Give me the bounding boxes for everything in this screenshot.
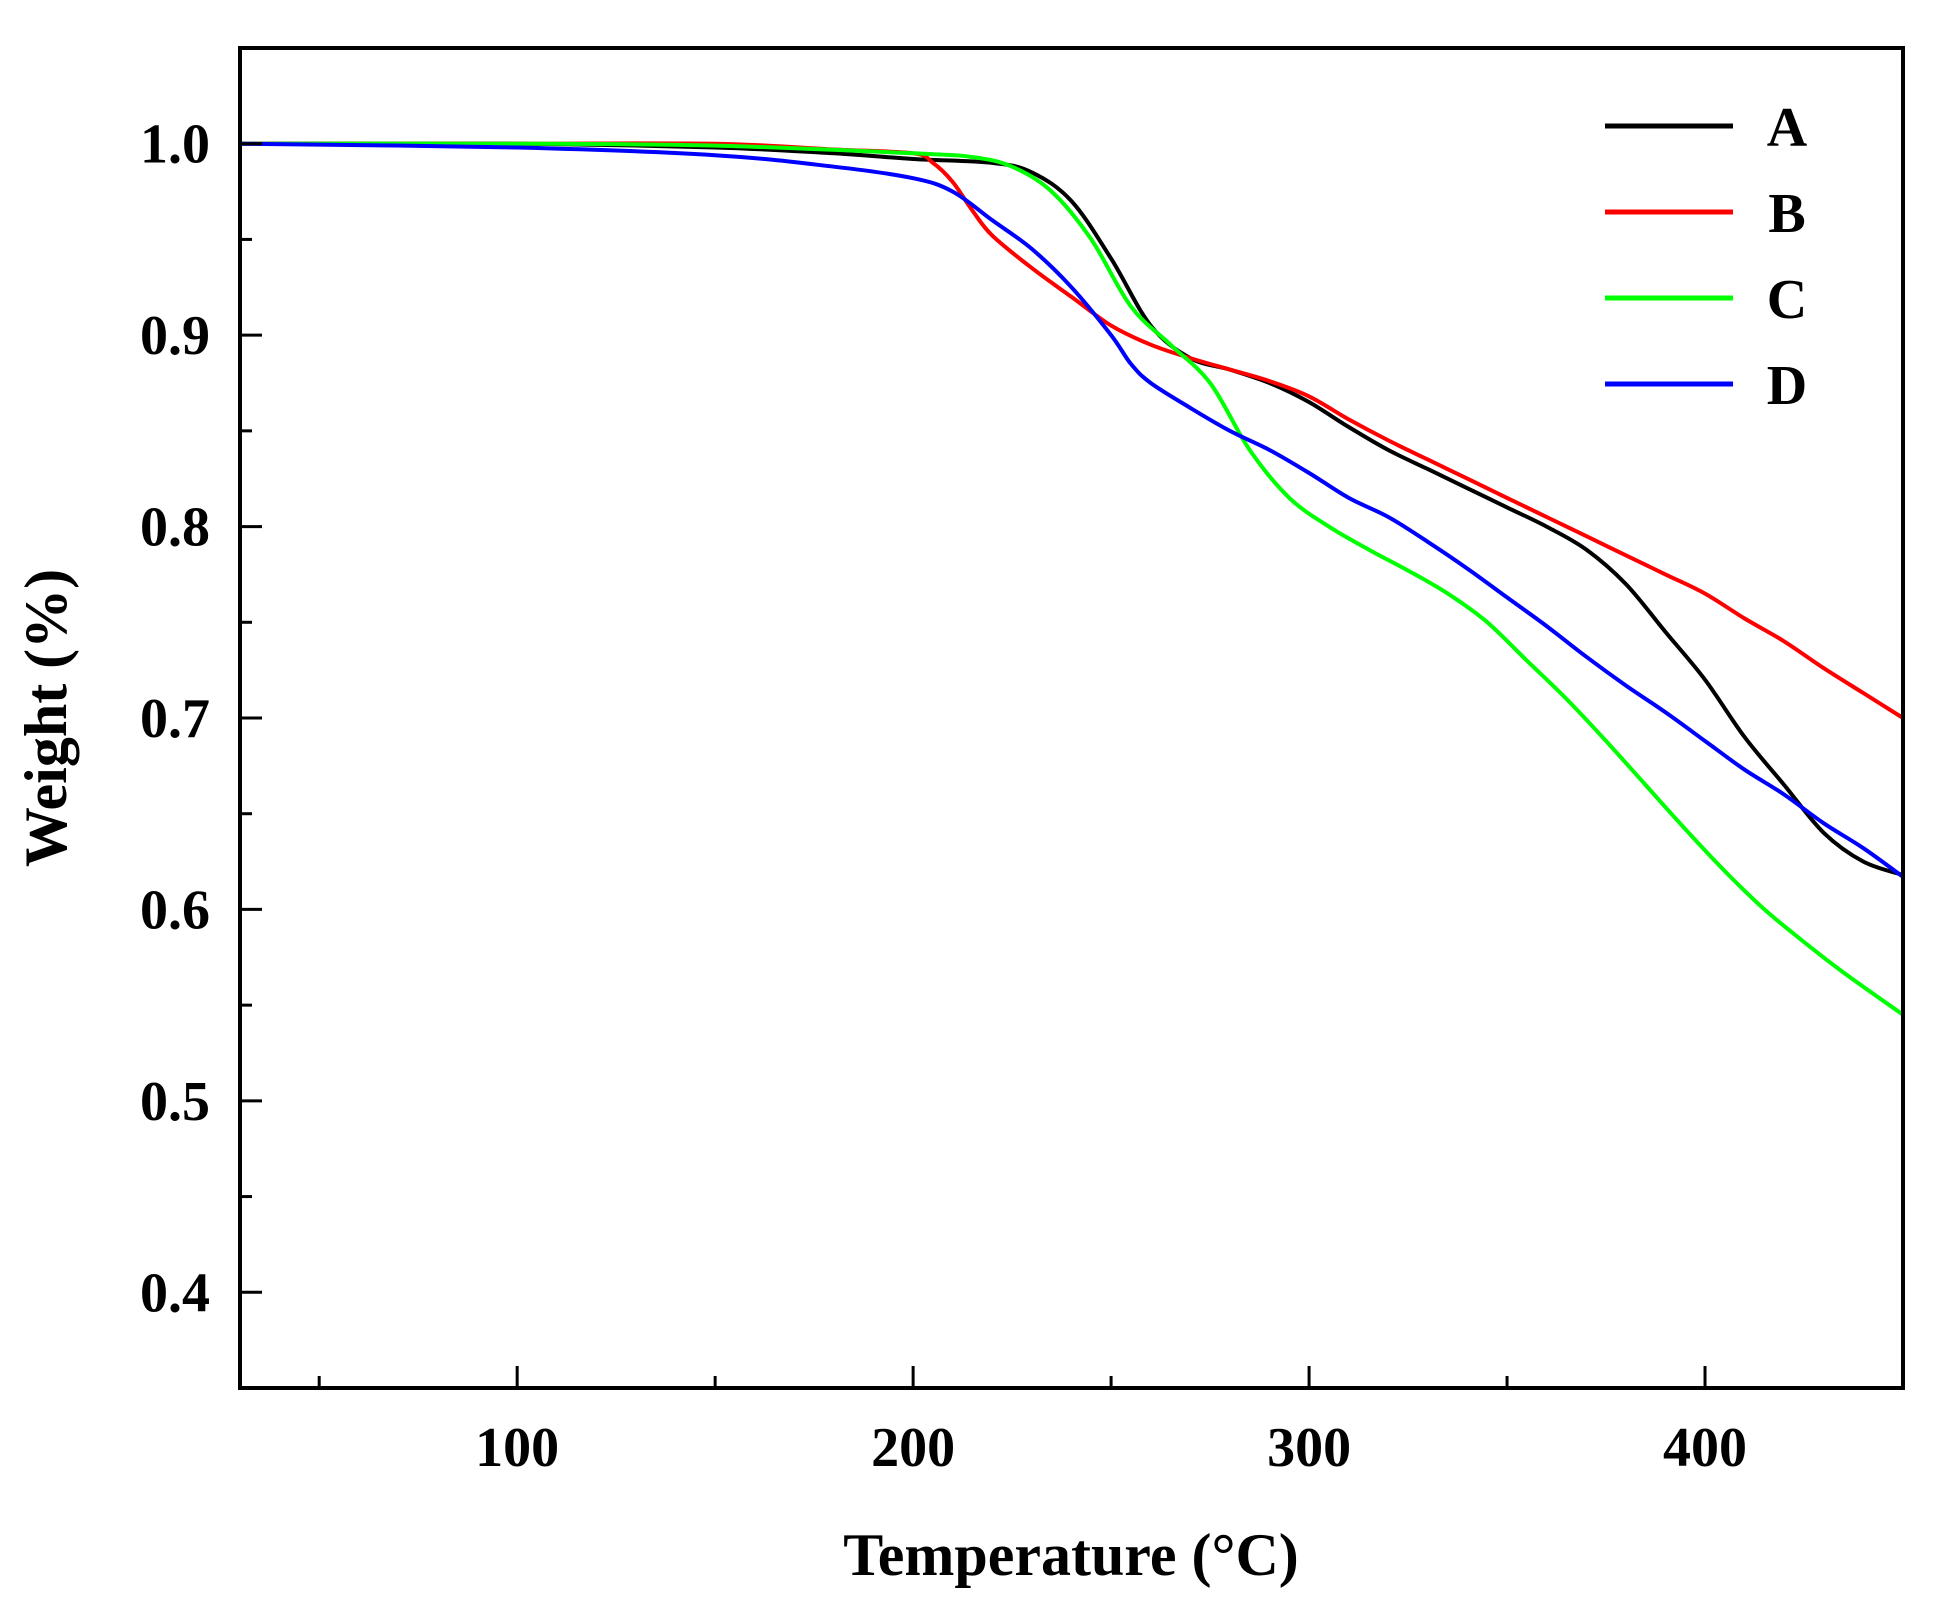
x-tick-label: 100 [475, 1417, 559, 1479]
y-tick-label: 0.6 [140, 879, 210, 941]
series-line-d [238, 141, 1905, 879]
ticks-layer: 100 200 300 400 0.4 0.5 0.6 0.7 0.8 0.9 1.0 [140, 114, 1747, 1479]
series-line-a [238, 141, 1905, 877]
x-axis-title: Temperature (°C) [843, 1522, 1299, 1588]
y-tick-label: 1.0 [140, 114, 210, 176]
legend-label-b: B [1768, 183, 1805, 245]
y-tick-label: 0.5 [140, 1071, 210, 1133]
legend-label-c: C [1767, 269, 1807, 331]
x-tick-label: 300 [1267, 1417, 1351, 1479]
y-tick-label: 0.4 [140, 1262, 210, 1324]
legend-label-a: A [1767, 97, 1808, 159]
y-tick-label: 0.7 [140, 688, 210, 750]
y-tick-label: 0.8 [140, 497, 210, 559]
y-tick-label: 0.9 [140, 305, 210, 367]
series-line-c [238, 141, 1905, 1017]
legend-label-d: D [1767, 355, 1807, 417]
series-layer [238, 141, 1905, 1017]
x-tick-label: 400 [1663, 1417, 1747, 1479]
x-tick-label: 200 [871, 1417, 955, 1479]
y-axis-title: Weight (%) [13, 569, 79, 867]
